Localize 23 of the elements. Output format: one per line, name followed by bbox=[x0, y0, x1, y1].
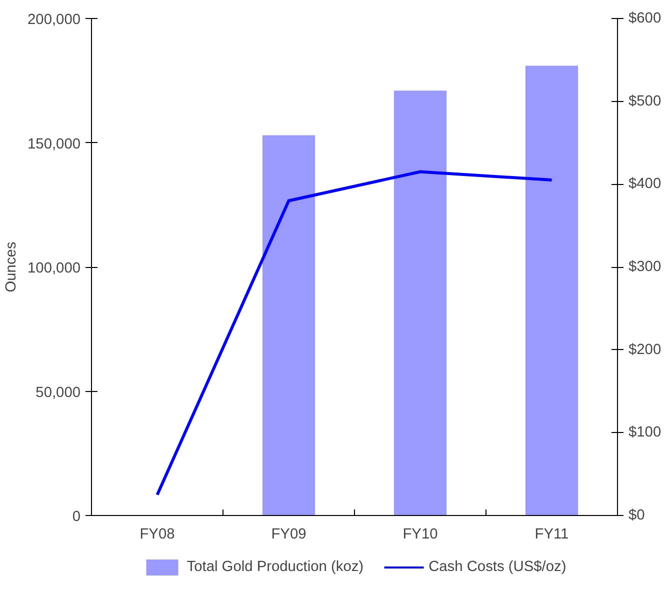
y2-tick-label: $400 bbox=[628, 176, 662, 192]
y-tick-label: 0 bbox=[72, 509, 81, 525]
bar bbox=[394, 90, 447, 516]
legend-label: Total Gold Production (koz) bbox=[186, 559, 364, 575]
y2-tick-label: $200 bbox=[628, 342, 662, 358]
y-tick-label: 150,000 bbox=[28, 136, 81, 152]
legend-label: Cash Costs (US$/oz) bbox=[428, 559, 566, 575]
line-series bbox=[156, 170, 554, 496]
y2-tick-label: $300 bbox=[628, 259, 662, 275]
bar bbox=[262, 135, 316, 516]
x-tick-label: FY10 bbox=[402, 526, 438, 542]
y-tick-label: 50,000 bbox=[36, 384, 80, 401]
y-axis-title: Ounces bbox=[4, 242, 20, 292]
y2-tick-label: $0 bbox=[628, 508, 645, 524]
y-tick-label: 200,000 bbox=[28, 12, 81, 28]
y-tick-label: 100,000 bbox=[28, 260, 81, 276]
y2-tick-label: $500 bbox=[628, 93, 662, 110]
x-tick-label: FY11 bbox=[534, 526, 569, 542]
bar bbox=[525, 66, 578, 516]
y2-tick-label: $600 bbox=[628, 10, 662, 26]
y2-tick-label: $100 bbox=[628, 424, 662, 441]
x-tick-label: FY08 bbox=[140, 526, 175, 542]
x-tick-label: FY09 bbox=[271, 526, 306, 542]
